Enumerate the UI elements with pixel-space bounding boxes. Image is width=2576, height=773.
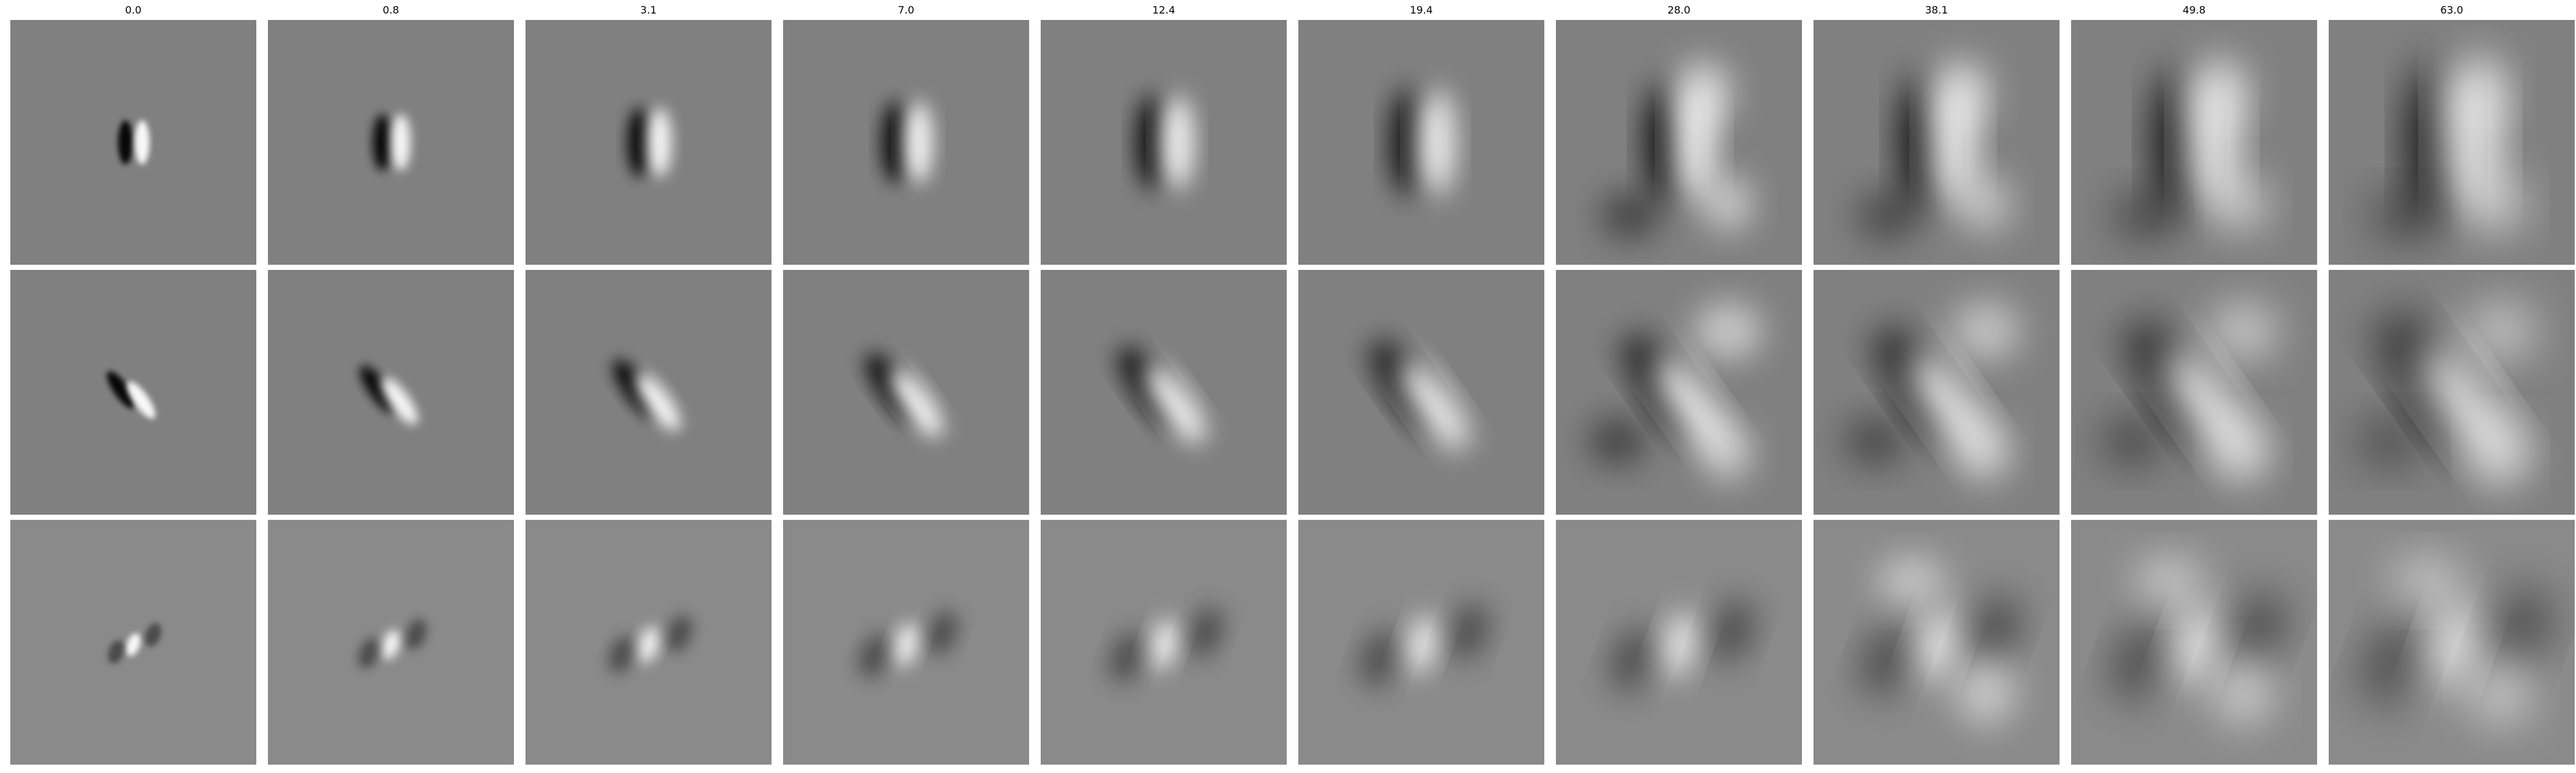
image-panel xyxy=(526,20,772,265)
image-panel xyxy=(1814,520,2060,765)
image-panel xyxy=(10,520,256,765)
image-panel xyxy=(1298,270,1544,515)
image-panel xyxy=(1814,270,2060,515)
filter-image xyxy=(2071,20,2317,265)
column-title: 7.0 xyxy=(783,4,1029,17)
image-panel xyxy=(2329,20,2575,265)
image-panel xyxy=(1814,20,2060,265)
filter-image xyxy=(526,20,772,265)
filter-image xyxy=(1298,20,1544,265)
image-panel xyxy=(10,270,256,515)
image-panel xyxy=(268,270,514,515)
column-title: 3.1 xyxy=(526,4,772,17)
filter-image xyxy=(1814,270,2060,515)
filter-image xyxy=(268,520,514,765)
image-panel xyxy=(2071,270,2317,515)
filter-image xyxy=(2329,520,2575,765)
column-title: 28.0 xyxy=(1556,4,1802,17)
filter-image xyxy=(1814,520,2060,765)
filter-image xyxy=(268,20,514,265)
column-title: 0.0 xyxy=(10,4,256,17)
image-panel xyxy=(1041,520,1287,765)
filter-image xyxy=(526,520,772,765)
column-title: 63.0 xyxy=(2329,4,2575,17)
filter-image xyxy=(2071,270,2317,515)
image-panel xyxy=(10,20,256,265)
filter-image xyxy=(268,270,514,515)
column-title: 38.1 xyxy=(1814,4,2060,17)
column-title: 19.4 xyxy=(1298,4,1544,17)
image-panel xyxy=(526,270,772,515)
image-panel xyxy=(526,520,772,765)
filter-image xyxy=(1298,270,1544,515)
image-panel xyxy=(1298,20,1544,265)
column-title: 49.8 xyxy=(2071,4,2317,17)
filter-image xyxy=(1556,270,1802,515)
filter-image xyxy=(1041,270,1287,515)
filter-image xyxy=(1298,520,1544,765)
image-panel xyxy=(2071,520,2317,765)
image-panel xyxy=(2329,520,2575,765)
column-title: 0.8 xyxy=(268,4,514,17)
image-panel xyxy=(783,270,1029,515)
image-panel xyxy=(783,20,1029,265)
image-panel xyxy=(268,520,514,765)
image-panel xyxy=(1556,520,1802,765)
filter-image xyxy=(1041,520,1287,765)
filter-image xyxy=(10,20,256,265)
filter-image xyxy=(1041,20,1287,265)
filter-image xyxy=(2071,520,2317,765)
image-panel xyxy=(1556,270,1802,515)
image-panel xyxy=(2329,270,2575,515)
image-panel xyxy=(2071,20,2317,265)
column-title: 12.4 xyxy=(1041,4,1287,17)
filter-image xyxy=(1556,20,1802,265)
image-panel xyxy=(1556,20,1802,265)
filter-image xyxy=(783,20,1029,265)
filter-image xyxy=(2329,270,2575,515)
image-panel xyxy=(1041,20,1287,265)
image-panel xyxy=(783,520,1029,765)
image-panel xyxy=(1298,520,1544,765)
filter-image xyxy=(10,520,256,765)
filter-image xyxy=(1814,20,2060,265)
filter-image xyxy=(526,270,772,515)
filter-image xyxy=(10,270,256,515)
filter-image xyxy=(1556,520,1802,765)
filter-image xyxy=(783,270,1029,515)
image-panel xyxy=(1041,270,1287,515)
filter-image xyxy=(783,520,1029,765)
filter-image xyxy=(2329,20,2575,265)
image-panel xyxy=(268,20,514,265)
